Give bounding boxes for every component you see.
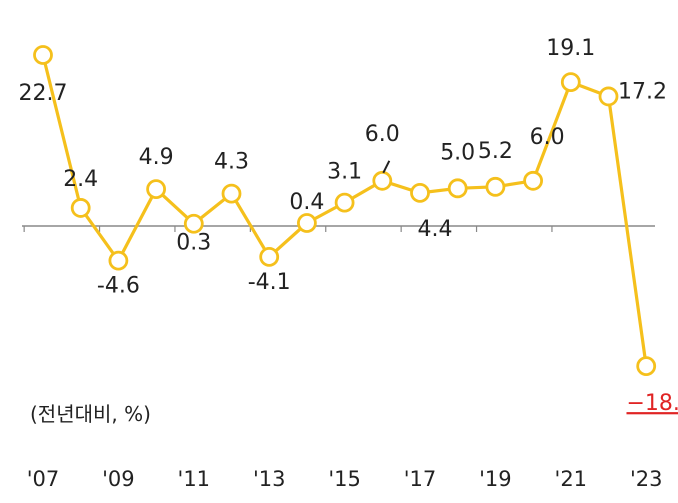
marker-layer [33,45,657,377]
data-point-2019 [485,176,506,197]
data-label-2019: 5.2 [478,139,513,164]
x-tick-label: '07 [27,467,60,491]
data-label-2017: 4.4 [418,217,453,242]
data-point-2012 [221,183,242,204]
data-point-2010 [146,179,167,199]
unit-label: (전년대비, %) [30,402,151,426]
data-label-2009: -4.6 [97,274,140,299]
data-point-2016 [372,170,393,191]
x-tick-label: '13 [253,467,286,491]
data-point-2017 [410,182,430,203]
data-point-2009 [108,250,129,271]
x-tick-layer: '07 '09 '11 '13 '15 '17 '19 '21 '23 [27,467,663,491]
data-label-2018: 5.0 [440,140,475,165]
data-label-2021: 19.1 [546,36,595,61]
x-tick-label: '09 [102,467,135,491]
data-label-2010: 4.9 [139,145,174,170]
data-label-2014: 0.4 [289,190,324,215]
data-label-2022: 17.2 [618,79,667,104]
data-label-layer: 22.72.4-4.64.90.34.3-4.10.43.16.04.45.0 5… [19,36,678,416]
data-point-2013 [259,246,280,267]
data-point-2011 [183,213,204,234]
data-point-2014 [296,213,317,233]
data-point-2015 [334,192,355,213]
data-point-2023 [636,356,657,377]
data-label-2007: 22.7 [19,81,68,106]
data-point-2021 [560,72,581,93]
x-tick-label: '15 [328,467,361,491]
data-label-2011: 0.3 [176,231,211,256]
x-tick-label: '11 [178,467,211,491]
x-tick-label: '21 [555,467,588,491]
x-tick-label: '17 [404,467,437,491]
x-tick-label: '23 [630,467,663,491]
data-point-2008 [70,198,91,218]
x-tick-label: '19 [479,467,512,491]
data-label-2012: 4.3 [214,150,249,175]
data-label-2020: 6.0 [530,125,565,150]
data-label-2015: 3.1 [327,160,362,185]
label-leader-2016 [382,160,391,174]
data-label-2008: 2.4 [63,167,98,192]
data-label-2023: −18.6 [626,391,678,416]
data-point-2022 [598,86,619,107]
axis-layer [22,225,655,232]
data-label-2016: 6.0 [365,122,400,147]
data-point-2007 [33,45,53,65]
data-point-2018 [447,178,468,199]
data-label-2013: -4.1 [248,270,291,295]
data-point-2020 [523,170,543,191]
